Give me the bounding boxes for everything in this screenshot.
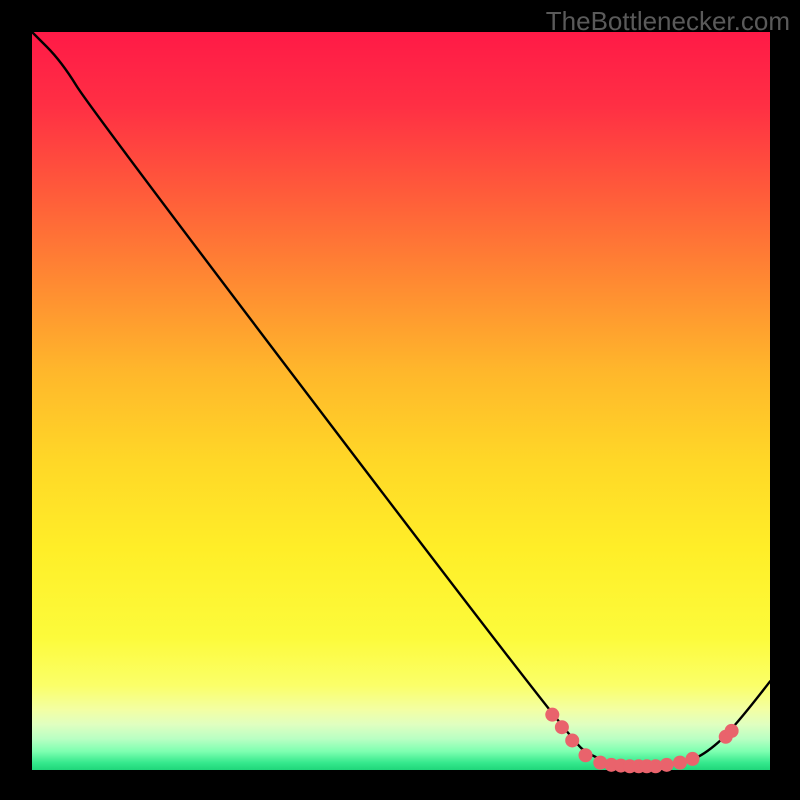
marker-dot (579, 748, 593, 762)
chart-root (0, 0, 800, 800)
gradient-background (32, 32, 770, 770)
marker-dot (660, 758, 674, 772)
marker-dot (725, 724, 739, 738)
marker-dot (545, 708, 559, 722)
marker-dot (686, 752, 700, 766)
marker-dot (565, 733, 579, 747)
chart-svg (0, 0, 800, 800)
watermark-text: TheBottlenecker.com (546, 6, 790, 37)
marker-dot (555, 720, 569, 734)
marker-dot (673, 756, 687, 770)
